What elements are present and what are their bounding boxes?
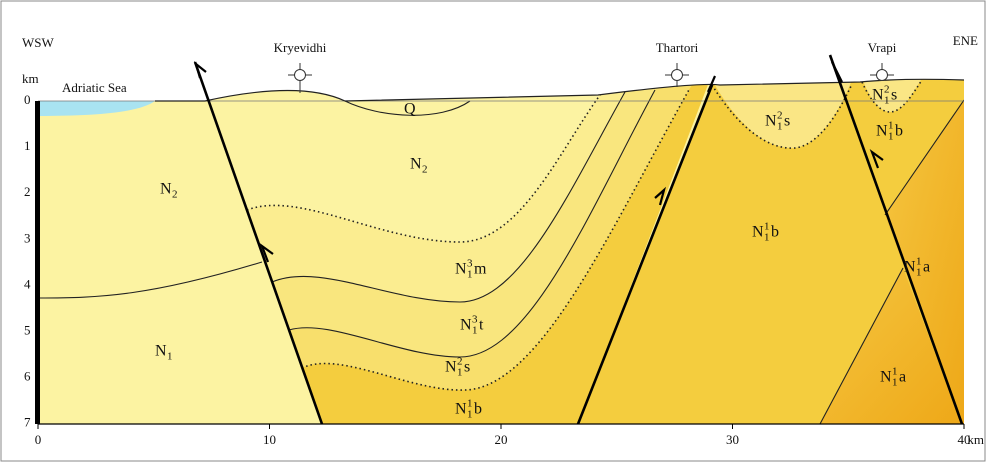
distance-tick-label: 30: [726, 432, 739, 447]
unit-suffix: t: [479, 317, 484, 334]
unit-sup: 3: [472, 314, 478, 326]
unit-base: N: [904, 259, 916, 276]
unit-sub: 1: [777, 121, 783, 133]
unit-suffix: s: [784, 113, 790, 130]
well-symbol: [672, 70, 683, 81]
unit-base: N: [455, 261, 467, 278]
unit-base: N: [880, 369, 892, 386]
unit-sub: 1: [167, 351, 173, 363]
unit-sup: 2: [457, 356, 463, 368]
unit-sub: 1: [884, 95, 890, 107]
unit-suffix: a: [899, 369, 906, 386]
unit-sup: 1: [888, 120, 894, 132]
depth-tick-label: 0: [24, 92, 31, 107]
depth-tick-label: 7: [24, 415, 31, 430]
unit-base: N: [872, 87, 884, 104]
unit-sup: 2: [884, 84, 890, 96]
well-name: Kryevidhi: [274, 40, 327, 55]
unit-sub: 1: [888, 131, 894, 143]
unit-sub: 1: [467, 409, 473, 421]
unit-sup: 1: [892, 366, 898, 378]
unit-suffix: b: [474, 401, 482, 418]
cross-section: WSWENEkm01234567010203040kmAdriatic SeaK…: [0, 0, 986, 462]
well-name: Thartori: [656, 40, 699, 55]
unit-sub: 1: [457, 367, 463, 379]
unit-sup: 3: [467, 258, 473, 270]
depth-tick-label: 2: [24, 184, 31, 199]
header-left: WSW: [22, 35, 55, 50]
unit-suffix: b: [771, 224, 779, 241]
unit-base: N: [445, 359, 457, 376]
depth-tick-label: 5: [24, 322, 31, 337]
unit-base: Q: [404, 101, 416, 118]
depth-axis: [35, 101, 40, 424]
depth-tick-label: 3: [24, 230, 31, 245]
unit-base: N: [765, 113, 777, 130]
unit-sub: 1: [892, 377, 898, 389]
depth-tick-label: 6: [24, 369, 31, 384]
distance-tick-label: 10: [263, 432, 276, 447]
unit-base: N: [410, 156, 422, 173]
distance-tick-label: 20: [495, 432, 508, 447]
unit-base: N: [155, 343, 167, 360]
distance-unit: km: [967, 432, 984, 447]
header-right: ENE: [953, 33, 978, 48]
depth-tick-label: 4: [24, 276, 31, 291]
unit-base: N: [876, 123, 888, 140]
unit-sub: 1: [472, 325, 478, 337]
distance-tick-label: 0: [35, 432, 42, 447]
unit-suffix: s: [891, 87, 897, 104]
unit-sup: 1: [916, 256, 922, 268]
unit-base: N: [460, 317, 472, 334]
unit-base: N: [455, 401, 467, 418]
sea-label: Adriatic Sea: [62, 80, 127, 95]
well-symbol: [295, 70, 306, 81]
unit-sub: 1: [916, 267, 922, 279]
unit-suffix: s: [464, 359, 470, 376]
unit-sub: 2: [172, 189, 178, 201]
unit-suffix: b: [895, 123, 903, 140]
unit-sub: 1: [467, 269, 473, 281]
unit-sup: 1: [467, 398, 473, 410]
unit-sup: 2: [777, 110, 783, 122]
depth-unit: km: [22, 71, 39, 86]
unit-sub: 1: [764, 232, 770, 244]
unit-sub: 2: [422, 164, 428, 176]
unit-suffix: m: [474, 261, 487, 278]
well-symbol: [877, 70, 888, 81]
unit-base: N: [160, 181, 172, 198]
unit-suffix: a: [923, 259, 930, 276]
well-name: Vrapi: [868, 40, 897, 55]
unit-sup: 1: [764, 221, 770, 233]
depth-tick-label: 1: [24, 138, 31, 153]
unit-base: N: [752, 224, 764, 241]
